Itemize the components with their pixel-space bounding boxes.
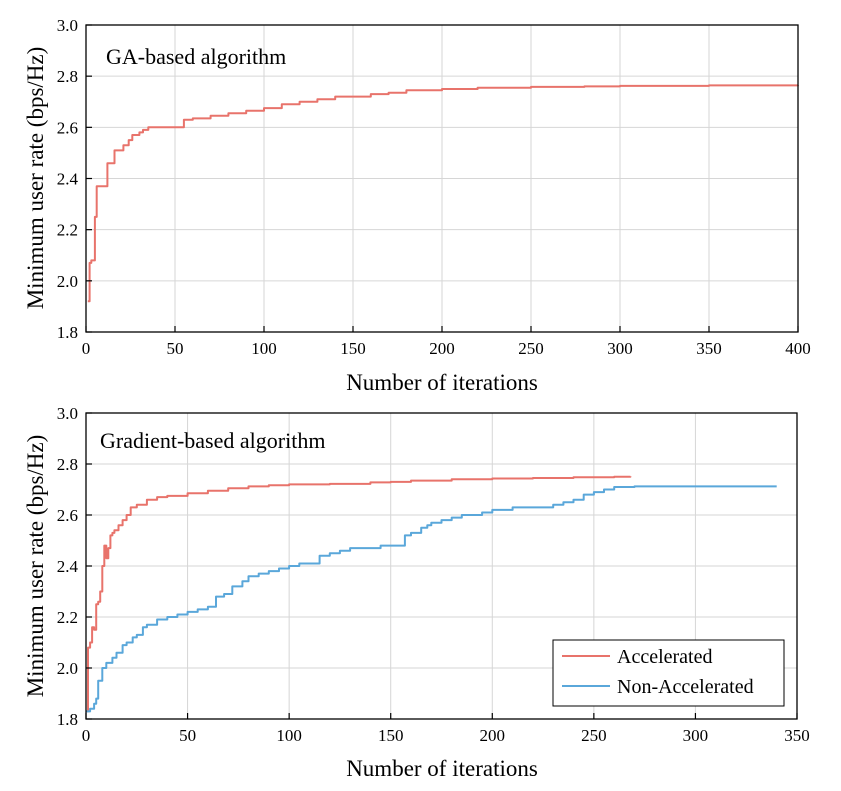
legend-label-accelerated: Accelerated <box>617 646 712 668</box>
gradient-annotation: Gradient-based algorithm <box>100 428 325 453</box>
gradient-y-tick-label: 2.2 <box>57 608 78 627</box>
gradient-y-tick-label: 2.8 <box>57 455 78 474</box>
gradient-y-tick-label: 3.0 <box>57 404 78 423</box>
ga-x-tick-label: 300 <box>607 339 633 358</box>
ga-x-axis-label: Number of iterations <box>346 370 538 395</box>
ga-y-tick-label: 2.2 <box>57 221 78 240</box>
gradient-x-tick-label: 0 <box>82 726 91 745</box>
ga-grid <box>85 24 799 333</box>
ga-y-tick-label: 2.0 <box>57 272 78 291</box>
gradient-x-tick-label: 50 <box>179 726 196 745</box>
ga-y-tick-label: 1.8 <box>57 323 78 342</box>
gradient-x-tick-label: 200 <box>480 726 506 745</box>
ga-series-line-ga <box>87 84 799 303</box>
ga-y-tick-label: 2.4 <box>57 170 79 189</box>
ga-x-tick-label: 250 <box>518 339 544 358</box>
ga-x-tick-label: 50 <box>167 339 184 358</box>
legend: Accelerated Non-Accelerated <box>552 639 785 707</box>
legend-box <box>552 639 785 707</box>
ga-x-tick-label: 0 <box>82 339 91 358</box>
ga-x-tick-label: 150 <box>340 339 366 358</box>
gradient-series-line-non-accelerated <box>86 485 777 713</box>
gradient-y-tick-label: 2.0 <box>57 659 78 678</box>
gradient-x-tick-label: 300 <box>683 726 709 745</box>
ga-ticks: 0 50 100 150 200 250 300 350 400 1.8 2.0 2.2 2.4 2.6 2… <box>57 16 811 358</box>
ga-x-tick-label: 200 <box>429 339 455 358</box>
ga-series <box>87 84 799 303</box>
gradient-y-axis-label: Minimum user rate (bps/Hz) <box>23 435 48 698</box>
gradient-series <box>86 475 777 713</box>
gradient-x-tick-label: 100 <box>276 726 302 745</box>
ga-x-tick-label: 400 <box>785 339 811 358</box>
gradient-x-tick-label: 250 <box>581 726 607 745</box>
ga-x-tick-label: 100 <box>251 339 277 358</box>
gradient-x-tick-label: 350 <box>784 726 810 745</box>
ga-y-tick-label: 2.8 <box>57 67 78 86</box>
ga-y-tick-label: 3.0 <box>57 16 78 35</box>
gradient-y-tick-label: 2.6 <box>57 506 78 525</box>
legend-label-non-accelerated: Non-Accelerated <box>617 676 754 698</box>
gradient-x-axis-label: Number of iterations <box>346 756 538 781</box>
ga-y-axis-label: Minimum user rate (bps/Hz) <box>23 47 48 310</box>
gradient-series-line-accelerated <box>86 475 632 713</box>
gradient-chart: 0 50 100 150 200 250 300 350 1.8 2.0 2.2 2.4 2.6 2.8 3… <box>23 404 810 781</box>
gradient-y-tick-label: 2.4 <box>57 557 79 576</box>
ga-annotation: GA-based algorithm <box>106 44 286 69</box>
ga-x-tick-label: 350 <box>696 339 722 358</box>
ga-y-tick-label: 2.6 <box>57 118 78 137</box>
gradient-x-tick-label: 150 <box>378 726 404 745</box>
ga-chart: 0 50 100 150 200 250 300 350 400 1.8 2.0 2.2 2.4 2.6 2… <box>23 16 811 395</box>
gradient-ticks: 0 50 100 150 200 250 300 350 1.8 2.0 2.2 2.4 2.6 2.8 3… <box>57 404 810 745</box>
gradient-y-tick-label: 1.8 <box>57 710 78 729</box>
